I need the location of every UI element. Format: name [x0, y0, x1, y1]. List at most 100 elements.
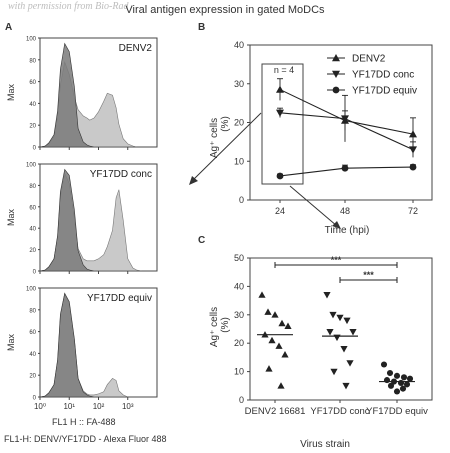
- data-point: [323, 292, 331, 299]
- y-tick-label: 40: [29, 352, 36, 358]
- series-triangle-down: [276, 94, 417, 158]
- data-point: [329, 311, 337, 319]
- data-point: [383, 377, 391, 384]
- figure-title: Viral antigen expression in gated MoDCs: [125, 4, 325, 16]
- significance-bracket: ***: [339, 270, 398, 283]
- data-point: [393, 372, 401, 379]
- plot-frame: [249, 257, 433, 401]
- y-tick-label: 0: [33, 146, 37, 152]
- y-tick-label: 100: [26, 37, 37, 43]
- y-tick-label: 20: [29, 124, 36, 130]
- panel-a-ylabel: Max: [6, 84, 16, 102]
- panel-a-histograms: 0 20 40 60 80 100 Max DENV2 0 20 40 60 80 100 Max YF17D…: [6, 37, 158, 411]
- histogram-label: YF17DD conc: [90, 169, 152, 180]
- data-point: [265, 365, 273, 372]
- data-point: [326, 328, 334, 336]
- y-tick-label: 20: [234, 338, 244, 348]
- legend-item: DENV2: [327, 54, 386, 65]
- data-point: [340, 346, 348, 353]
- y-tick-label: 50: [234, 253, 244, 263]
- y-tick-label: 30: [234, 79, 244, 89]
- panel-c-scatter: 0 10 20 30 40 50 DENV2 16681 YF17DD concYF17DD …: [234, 253, 433, 417]
- data-point: [400, 374, 408, 381]
- panel-b-xlabel: Time (hpi): [325, 225, 370, 236]
- y-tick-label: 60: [29, 80, 36, 86]
- y-tick-label: 40: [29, 102, 36, 108]
- y-tick-label: 0: [239, 195, 244, 205]
- panel-c-ylabel: Ag⁺ cells: [209, 307, 220, 347]
- data-point: [330, 368, 338, 376]
- legend-label: DENV2: [352, 54, 386, 65]
- data-point: [349, 328, 357, 336]
- y-tick-label: 10: [234, 156, 244, 166]
- y-tick-label: 100: [26, 163, 37, 169]
- data-point: [341, 115, 349, 123]
- data-point: [264, 308, 272, 315]
- panel-a-letter: A: [5, 22, 12, 33]
- data-point: [278, 319, 286, 327]
- histogram-label: DENV2: [119, 43, 153, 54]
- x-tick-label: 24: [275, 206, 285, 216]
- significance-label: ***: [363, 270, 374, 280]
- histogram-panel: 0 20 40 60 80 100 Max DENV2: [6, 37, 158, 152]
- y-tick-label: 80: [29, 58, 36, 64]
- control-histogram: [39, 292, 157, 398]
- panel-link-arrows: [189, 112, 341, 229]
- y-tick-label: 60: [29, 205, 36, 211]
- y-tick-label: 60: [29, 330, 36, 336]
- y-tick-label: 80: [29, 308, 36, 314]
- data-point: [276, 109, 284, 117]
- panel-c-letter: C: [198, 235, 205, 246]
- legend-label: YF17DD equiv: [352, 86, 417, 97]
- x-tick-label: 10¹: [63, 402, 75, 411]
- legend-item: YF17DD conc: [327, 70, 414, 81]
- data-point: [409, 146, 417, 154]
- histogram-panel: 0 20 40 60 80 100 Max YF17DD conc: [6, 163, 158, 276]
- x-tick-label: YF17DD conc: [310, 406, 369, 417]
- data-point: [277, 382, 285, 389]
- panel-b-letter: B: [198, 22, 205, 33]
- panel-b-annotation: n = 4: [274, 65, 294, 75]
- y-tick-label: 30: [234, 310, 244, 320]
- control-histogram: [39, 42, 157, 148]
- data-point: [386, 369, 394, 377]
- panel-a-xlabel: FL1 H :: FA-488: [52, 417, 116, 427]
- significance-bracket: ***: [274, 255, 398, 268]
- data-point: [409, 163, 417, 171]
- data-point: [276, 85, 284, 93]
- group-triangle-up: [257, 291, 293, 389]
- y-tick-label: 20: [234, 118, 244, 128]
- panel-a-ylabel: Max: [6, 209, 16, 227]
- legend-item: YF17DD equiv: [327, 86, 417, 97]
- data-point: [393, 388, 401, 395]
- data-point: [268, 336, 276, 344]
- y-tick-label: 20: [29, 248, 36, 254]
- control-histogram: [39, 168, 157, 272]
- panel-b-time-course: 0 10 20 30 40 24 48 72 DENV2 YF17DD conc YF17DD eq…: [234, 40, 433, 216]
- y-tick-label: 20: [29, 374, 36, 380]
- x-tick-label: 10²: [93, 402, 105, 411]
- data-point: [341, 164, 349, 172]
- data-point: [258, 291, 266, 298]
- x-tick-label: 10³: [122, 402, 134, 411]
- panel-a-footer-label: FL1-H: DENV/YF17DD - Alexa Fluor 488: [4, 434, 167, 444]
- data-point: [336, 314, 344, 322]
- data-point: [399, 385, 407, 392]
- histogram-panel: 0 20 40 60 80 100 Max YF17DD equiv 10⁰ 10¹ 10² 10³: [6, 287, 158, 411]
- series-circle: [276, 163, 417, 180]
- y-tick-label: 100: [26, 287, 37, 293]
- data-point: [380, 361, 388, 368]
- y-tick-label: 80: [29, 184, 36, 190]
- y-tick-label: 0: [33, 396, 37, 402]
- y-tick-label: 40: [234, 40, 244, 50]
- panel-c-yunit: (%): [220, 317, 231, 333]
- data-point: [346, 360, 354, 367]
- y-tick-label: 10: [234, 367, 244, 377]
- data-point: [343, 317, 351, 325]
- watermark: with permission from Bio-Rad: [8, 1, 129, 12]
- y-tick-label: 0: [33, 270, 37, 276]
- data-point: [284, 322, 292, 330]
- panel-a-ylabel: Max: [6, 334, 16, 352]
- panel-b-ylabel: Ag⁺ cells: [209, 118, 220, 158]
